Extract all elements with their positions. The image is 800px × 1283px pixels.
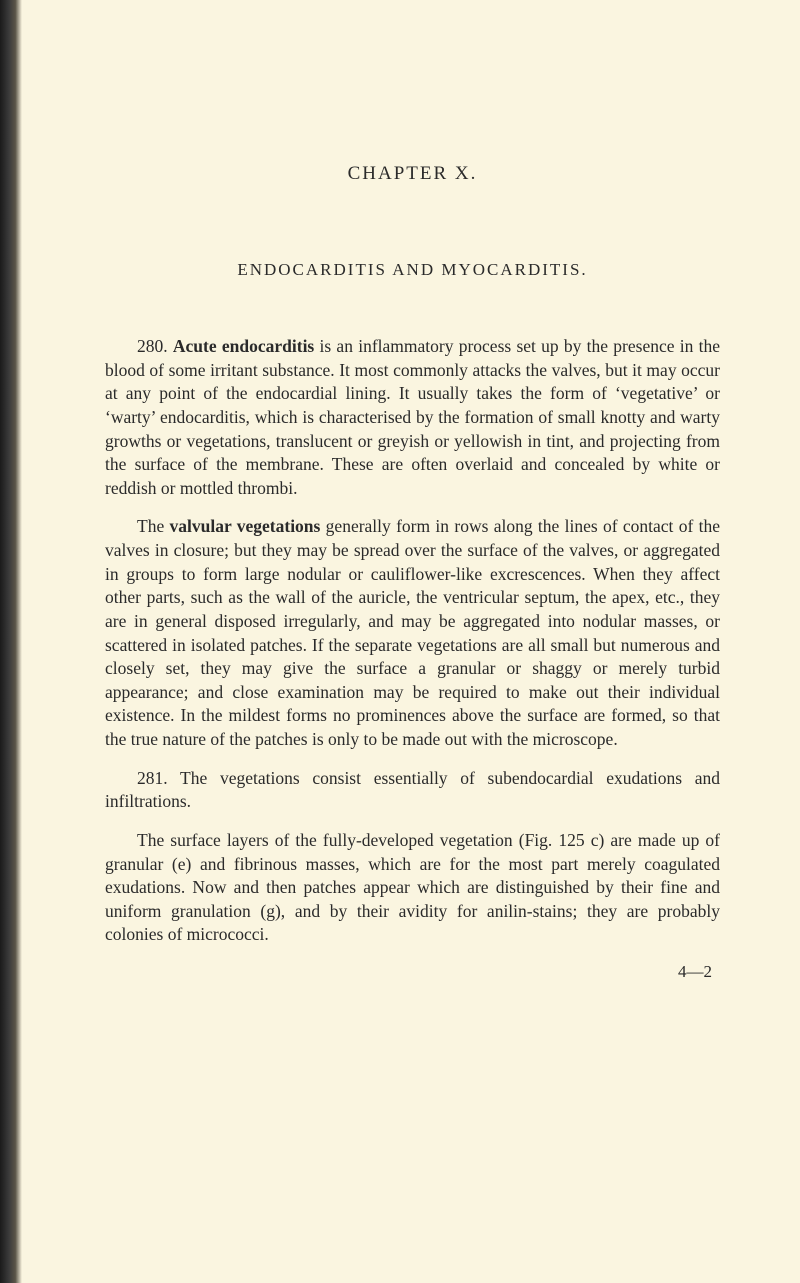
term-valvular-vegetations: valvular vegetations <box>170 516 321 536</box>
paragraph-number: 280. <box>137 336 173 356</box>
page-signature-mark: 4—2 <box>105 962 720 982</box>
paragraph-valvular: The valvular vegetations generally form … <box>105 515 720 751</box>
paragraph-surface-layers: The surface layers of the fully-develope… <box>105 829 720 947</box>
paragraph-text: The vegetations consist essentially of s… <box>105 768 720 812</box>
page-binding-edge <box>0 0 22 1283</box>
paragraph-280: 280. Acute endocarditis is an inflammato… <box>105 335 720 500</box>
paragraph-text: is an inflammatory process set up by the… <box>105 336 720 498</box>
term-acute-endocarditis: Acute endocarditis <box>173 336 314 356</box>
paragraph-281: 281. The vegetations consist essentially… <box>105 767 720 814</box>
paragraph-text: The surface layers of the fully-develope… <box>105 830 720 945</box>
section-heading: ENDOCARDITIS AND MYOCARDITIS. <box>105 260 720 280</box>
document-content: CHAPTER X. ENDOCARDITIS AND MYOCARDITIS.… <box>105 163 720 982</box>
paragraph-number: 281. <box>137 768 180 788</box>
paragraph-text: The <box>137 516 170 536</box>
chapter-heading: CHAPTER X. <box>105 163 720 185</box>
paragraph-text: generally form in rows along the lines o… <box>105 516 720 749</box>
